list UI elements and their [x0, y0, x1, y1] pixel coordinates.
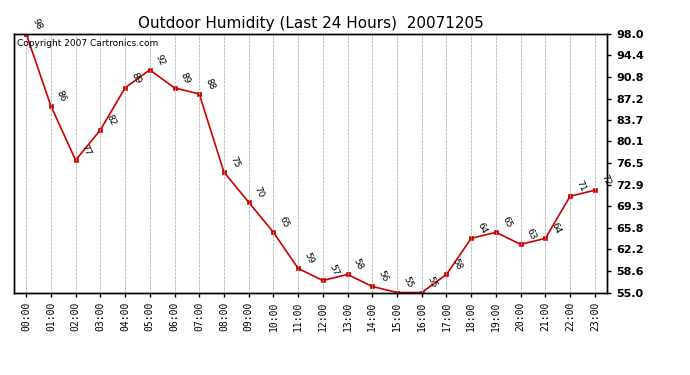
Text: 59: 59: [302, 251, 315, 266]
Text: 64: 64: [475, 222, 489, 236]
Text: 75: 75: [228, 155, 241, 170]
Text: 71: 71: [574, 179, 587, 194]
Text: 56: 56: [377, 270, 389, 284]
Text: 88: 88: [204, 77, 217, 91]
Text: 89: 89: [129, 71, 142, 85]
Text: 86: 86: [55, 89, 68, 103]
Text: 89: 89: [179, 71, 192, 85]
Text: 58: 58: [451, 258, 464, 272]
Text: 64: 64: [549, 222, 562, 236]
Text: 98: 98: [30, 17, 43, 31]
Text: 70: 70: [253, 185, 266, 200]
Text: 92: 92: [154, 53, 167, 67]
Text: 65: 65: [500, 215, 513, 229]
Text: 82: 82: [104, 113, 117, 127]
Title: Outdoor Humidity (Last 24 Hours)  20071205: Outdoor Humidity (Last 24 Hours) 2007120…: [137, 16, 484, 31]
Text: 65: 65: [277, 215, 290, 229]
Text: 55: 55: [401, 276, 414, 290]
Text: 57: 57: [327, 264, 340, 278]
Text: 72: 72: [599, 173, 612, 188]
Text: 63: 63: [525, 227, 538, 242]
Text: Copyright 2007 Cartronics.com: Copyright 2007 Cartronics.com: [17, 39, 158, 48]
Text: 58: 58: [352, 258, 365, 272]
Text: 77: 77: [80, 143, 92, 158]
Text: 55: 55: [426, 276, 439, 290]
